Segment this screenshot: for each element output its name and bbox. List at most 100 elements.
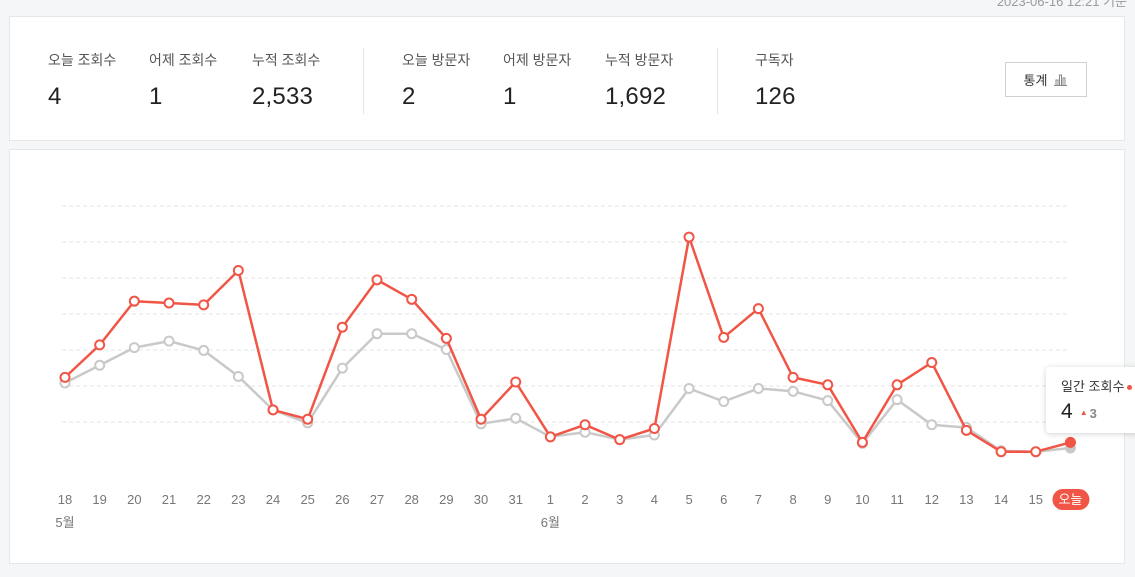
x-tick-label: 14 [994,492,1008,507]
x-tick-label: 26 [335,492,349,507]
x-tick-label: 9 [824,492,831,507]
views-point [406,293,418,305]
x-tick-label: 11 [890,492,904,507]
visitors-point [822,395,834,407]
stat-label: 구독자 [755,52,794,68]
views-point [371,274,383,286]
visitors-series-line [64,332,1071,453]
stat-value: 2 [402,83,416,110]
daily-line-chart: 18 19 20 21 22 23 24 25 26 27 28 29 30 31 1 2 3 4 5 6 7 8 9 10 1… [55,205,1090,530]
views-point [1064,436,1076,448]
stat-total-visitors: 누적 방문자 1,692 [605,50,673,111]
visitors-point [926,419,938,431]
views-point [1030,446,1042,458]
x-tick-label: 28 [404,492,418,507]
stats-summary-panel: 오늘 조회수 4 어제 조회수 1 누적 조회수 2,533 오늘 방문자 2 … [9,16,1125,141]
x-tick-label: 20 [127,492,141,507]
views-point [302,413,314,425]
stat-today-visitors: 오늘 방문자 2 [402,50,470,111]
x-tick-label: 31 [508,492,522,507]
views-point [232,265,244,277]
stats-divider [363,48,364,114]
stat-label: 누적 조회수 [252,52,321,68]
stat-subscribers: 구독자 126 [755,50,796,111]
visitors-point [163,335,175,347]
views-point [926,357,938,369]
tooltip-change: 3 [1089,406,1097,421]
x-tick-label: 10 [855,492,869,507]
views-point [267,404,279,416]
x-tick-label: 15 [1029,492,1043,507]
visitors-point [371,328,383,340]
visitors-point [891,394,903,406]
x-tick-label: 1 [547,492,554,507]
stat-label: 어제 방문자 [503,52,572,68]
views-point [475,413,487,425]
visitors-point [336,362,348,374]
views-point [787,371,799,383]
stat-label: 오늘 조회수 [48,52,117,68]
triangle-up-icon: ▲ [1079,408,1088,417]
tooltip-title: 일간 조회수 [1061,376,1135,395]
x-tick-label: 오늘 [1058,492,1082,507]
views-point [94,339,106,351]
views-point [891,379,903,391]
visitors-point [683,383,695,395]
views-point [59,371,71,383]
visitors-point [128,342,140,354]
views-point [128,295,140,307]
views-point [579,419,591,431]
x-tick-label: 2 [581,492,588,507]
stat-label: 오늘 방문자 [402,52,471,68]
month-label: 5월 [55,515,74,530]
views-point [614,434,626,446]
x-tick-label: 21 [162,492,176,507]
statistics-button-label: 통계 [1023,73,1048,88]
visitors-point [510,412,522,424]
views-point [718,331,730,343]
x-tick-label: 18 [58,492,72,507]
visitors-point [718,396,730,408]
tooltip-value: 4 [1061,400,1073,423]
stat-total-views: 누적 조회수 2,533 [252,50,320,111]
views-series-line [64,235,1071,453]
x-tick-label: 13 [959,492,973,507]
x-tick-label: 24 [266,492,280,507]
timestamp: 2023-06-16 12:21 기준 [996,0,1127,9]
x-tick-label: 7 [755,492,762,507]
views-point [995,446,1007,458]
month-label: 6월 [541,515,560,530]
views-point [163,297,175,309]
visitors-point [787,385,799,397]
views-point [440,332,452,344]
x-tick-label: 12 [925,492,939,507]
x-tick-label: 3 [616,492,623,507]
visitors-point [198,344,210,356]
statistics-button[interactable]: 통계 [1005,62,1087,97]
stat-value: 4 [48,83,62,110]
stat-label: 어제 조회수 [149,52,218,68]
views-point [856,436,868,448]
views-point [198,299,210,311]
views-point [544,431,556,443]
legend-dot-icon [1127,385,1133,391]
views-point [510,376,522,388]
stat-value: 126 [755,83,796,110]
x-tick-label: 29 [439,492,453,507]
visitors-point [406,328,418,340]
stat-value: 1 [503,83,517,110]
stat-value: 1 [149,83,163,110]
x-tick-label: 19 [92,492,106,507]
stat-label: 누적 방문자 [605,52,674,68]
views-point [648,422,660,434]
visitors-point [232,370,244,382]
bar-chart-icon [1054,74,1068,86]
stat-value: 2,533 [252,83,314,110]
daily-chart-panel: 18 19 20 21 22 23 24 25 26 27 28 29 30 31 1 2 3 4 5 6 7 8 9 10 1… [9,149,1125,564]
views-point [960,424,972,436]
tooltip-row: 4 ▲ 3 [1061,400,1135,424]
stats-divider [717,48,718,114]
x-tick-label: 4 [651,492,658,507]
x-tick-label: 6 [720,492,727,507]
views-point [683,231,695,243]
